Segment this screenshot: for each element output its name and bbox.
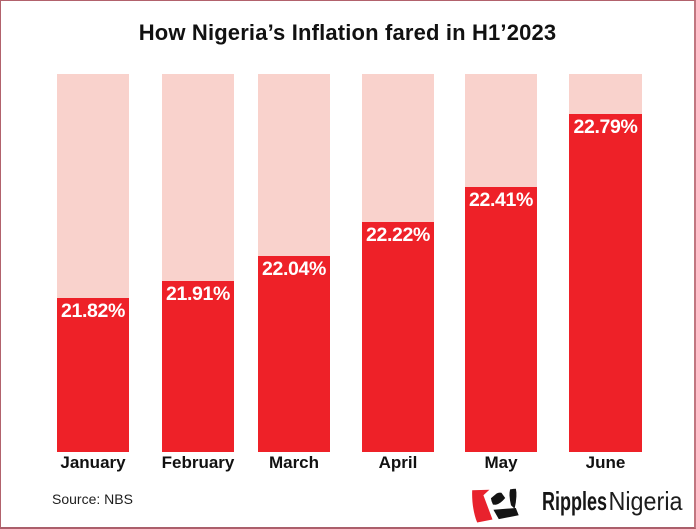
svg-text:Ripples: Ripples [542, 486, 607, 516]
svg-text:Nigeria: Nigeria [609, 486, 683, 516]
